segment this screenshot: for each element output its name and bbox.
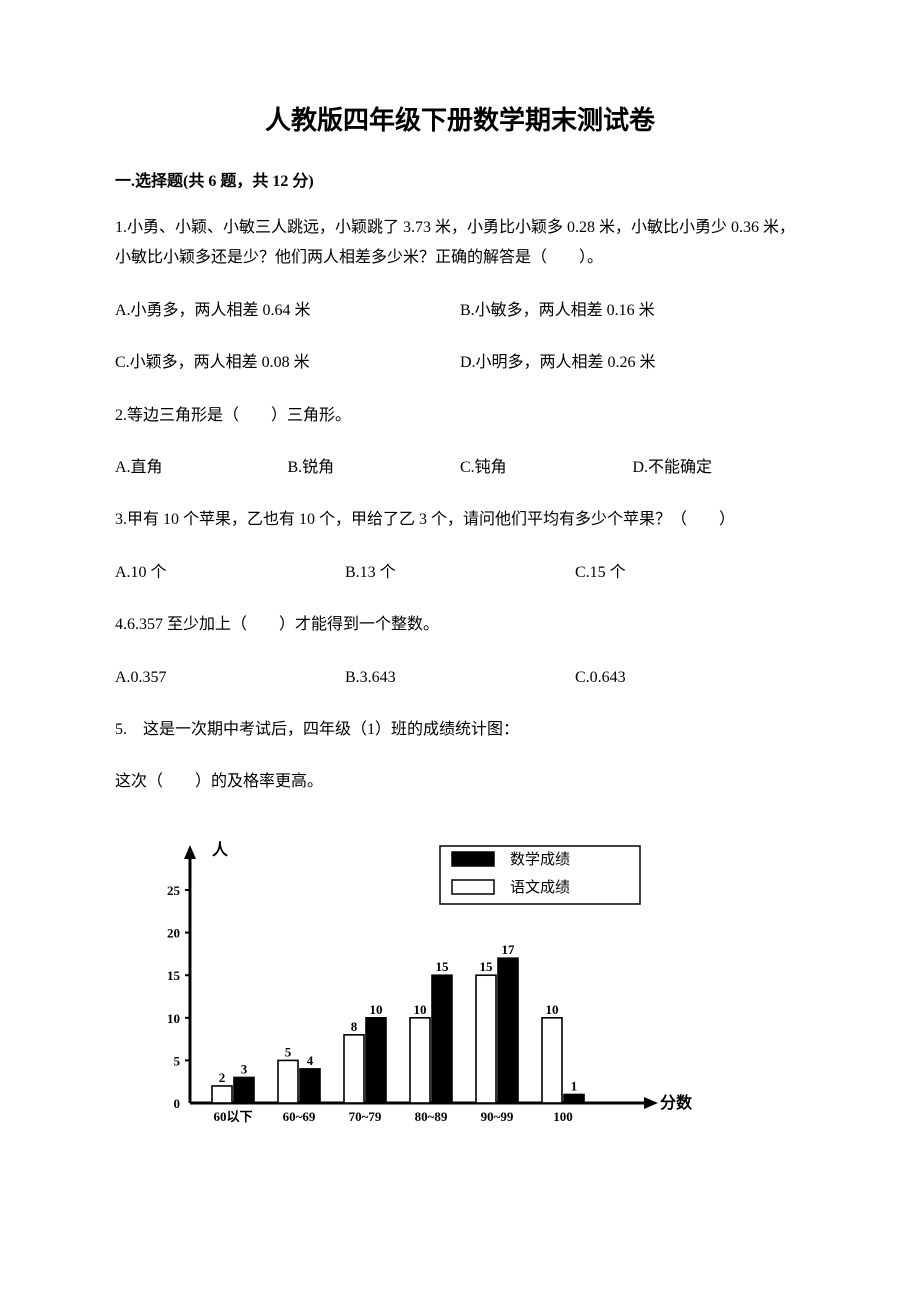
svg-text:语文成绩: 语文成绩	[510, 879, 570, 896]
question-5-text-2: 这次（ ）的及格率更高。	[115, 767, 805, 797]
option-1a: A.小勇多，两人相差 0.64 米	[115, 296, 460, 326]
option-3b: B.13 个	[345, 558, 575, 588]
score-chart: 人分数0510152025数学成绩语文成绩2360以下5460~6981070~…	[135, 828, 805, 1138]
question-2-options: A.直角 B.锐角 C.钝角 D.不能确定	[115, 453, 805, 483]
option-2c: C.钝角	[460, 453, 633, 483]
question-3: 3.甲有 10 个苹果，乙也有 10 个，甲给了乙 3 个，请问他们平均有多少个…	[115, 505, 805, 535]
svg-text:60以下: 60以下	[213, 1109, 252, 1124]
svg-text:数学成绩: 数学成绩	[510, 851, 570, 868]
question-1-options-row-1: A.小勇多，两人相差 0.64 米 B.小敏多，两人相差 0.16 米	[115, 296, 805, 326]
option-4c: C.0.643	[575, 663, 805, 693]
svg-text:25: 25	[167, 883, 181, 898]
svg-text:1: 1	[571, 1078, 578, 1093]
svg-text:人: 人	[212, 841, 229, 859]
svg-text:80~89: 80~89	[415, 1109, 448, 1124]
svg-text:3: 3	[241, 1061, 248, 1076]
option-2d: D.不能确定	[633, 453, 806, 483]
question-4-options: A.0.357 B.3.643 C.0.643	[115, 663, 805, 693]
svg-text:5: 5	[174, 1053, 181, 1068]
question-4: 4.6.357 至少加上（ ）才能得到一个整数。	[115, 610, 805, 640]
option-2a: A.直角	[115, 453, 288, 483]
svg-text:10: 10	[370, 1002, 383, 1017]
svg-text:90~99: 90~99	[481, 1109, 514, 1124]
option-1b: B.小敏多，两人相差 0.16 米	[460, 296, 805, 326]
option-3a: A.10 个	[115, 558, 345, 588]
svg-text:5: 5	[285, 1044, 292, 1059]
svg-text:10: 10	[546, 1002, 559, 1017]
option-1d: D.小明多，两人相差 0.26 米	[460, 348, 805, 378]
svg-text:15: 15	[436, 959, 450, 974]
svg-text:60~69: 60~69	[283, 1109, 316, 1124]
option-1c: C.小颖多，两人相差 0.08 米	[115, 348, 460, 378]
svg-text:8: 8	[351, 1019, 358, 1034]
option-3c: C.15 个	[575, 558, 805, 588]
svg-text:15: 15	[167, 968, 181, 983]
question-1-options-row-2: C.小颖多，两人相差 0.08 米 D.小明多，两人相差 0.26 米	[115, 348, 805, 378]
question-5-text-1: 5. 这是一次期中考试后，四年级（1）班的成绩统计图：	[115, 715, 805, 745]
option-4a: A.0.357	[115, 663, 345, 693]
svg-text:分数: 分数	[660, 1093, 693, 1112]
option-2b: B.锐角	[288, 453, 461, 483]
svg-text:10: 10	[167, 1011, 180, 1026]
option-4b: B.3.643	[345, 663, 575, 693]
question-1: 1.小勇、小颖、小敏三人跳远，小颖跳了 3.73 米，小勇比小颖多 0.28 米…	[115, 213, 805, 274]
svg-text:15: 15	[480, 959, 494, 974]
svg-text:20: 20	[167, 925, 180, 940]
section-1-header: 一.选择题(共 6 题，共 12 分)	[115, 167, 805, 191]
svg-text:0: 0	[174, 1096, 181, 1111]
svg-text:10: 10	[414, 1002, 427, 1017]
page-title: 人教版四年级下册数学期末测试卷	[115, 100, 805, 137]
score-chart-svg: 人分数0510152025数学成绩语文成绩2360以下5460~6981070~…	[135, 828, 695, 1138]
question-3-options: A.10 个 B.13 个 C.15 个	[115, 558, 805, 588]
svg-text:4: 4	[307, 1053, 314, 1068]
svg-text:100: 100	[553, 1109, 573, 1124]
svg-text:70~79: 70~79	[349, 1109, 382, 1124]
svg-text:17: 17	[502, 942, 516, 957]
question-2: 2.等边三角形是（ ）三角形。	[115, 401, 805, 431]
svg-text:2: 2	[219, 1070, 226, 1085]
